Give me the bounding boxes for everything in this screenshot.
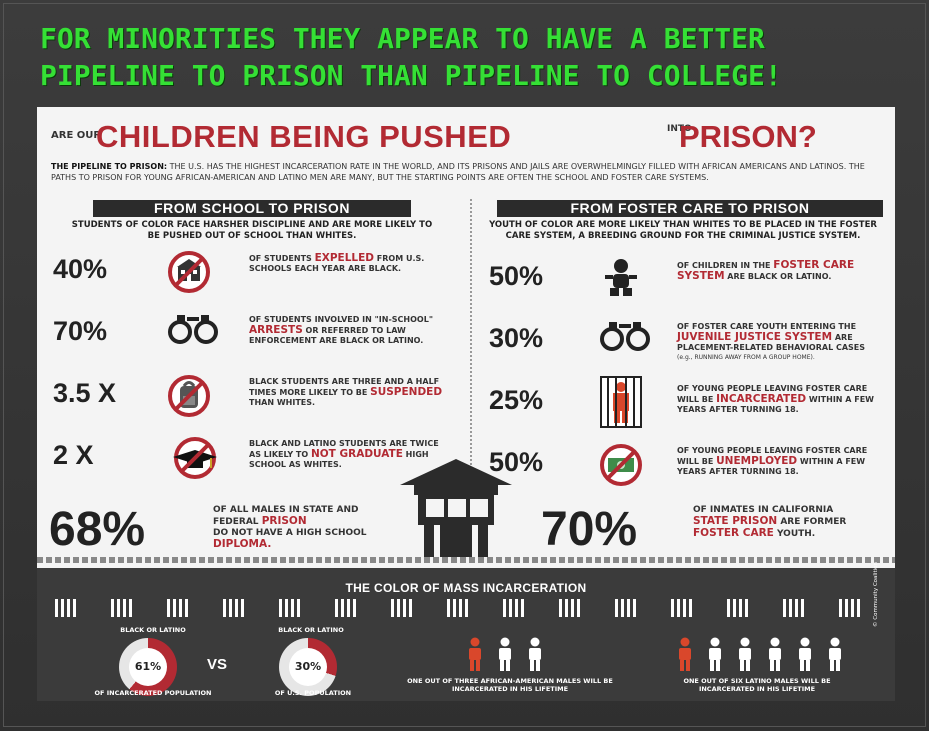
- left-heading: FROM SCHOOL TO PRISON: [93, 200, 411, 217]
- barbed-wire: [37, 557, 895, 563]
- poster-title: ARE OUR CHILDREN BEING PUSHED INTO PRISO…: [51, 119, 881, 159]
- group2-label: ONE OUT OF SIX LATINO MALES WILL BE INCA…: [683, 677, 831, 693]
- guard-tower-icon: [400, 459, 512, 559]
- donut1-value: 61%: [129, 648, 167, 686]
- right-stat-text-3: OF YOUNG PEOPLE LEAVING FOSTER CARE WILL…: [677, 384, 875, 414]
- prison-bar: [671, 599, 695, 617]
- handcuffs-icon: [599, 319, 651, 359]
- prison-bar: [55, 599, 79, 617]
- left-stat-value-1: 40%: [53, 254, 108, 284]
- donut1-bottom-label: OF INCARCERATED POPULATION: [94, 689, 212, 697]
- column-divider: [470, 199, 472, 529]
- person-icon: [467, 637, 483, 675]
- slide-headline: FOR MINORITIES THEY APPEAR TO HAVE A BET…: [40, 20, 900, 94]
- prison-bar: [279, 599, 303, 617]
- right-stat-value-1: 50%: [489, 261, 544, 291]
- right-stat-value-4: 50%: [489, 447, 544, 477]
- prison-bar: [615, 599, 639, 617]
- left-stat-text-2: OF STUDENTS INVOLVED IN "IN-SCHOOL" ARRE…: [249, 315, 433, 345]
- prison-bar: [335, 599, 359, 617]
- prison-bar: [167, 599, 191, 617]
- left-big-text: OF ALL MALES IN STATE AND FEDERAL PRISON…: [213, 505, 367, 550]
- donut2-bottom-label: OF U.S. POPULATION: [274, 689, 352, 697]
- money-icon: [599, 443, 643, 491]
- left-stat-value-4: 2 X: [53, 440, 94, 470]
- title-end: PRISON?: [679, 119, 817, 154]
- right-stat-value-3: 25%: [489, 385, 544, 415]
- title-into: INTO: [667, 124, 692, 134]
- right-big-stat: 70%: [541, 503, 638, 556]
- backpack-icon: [167, 374, 211, 422]
- person-icon: [707, 637, 723, 675]
- person-icon: [527, 637, 543, 675]
- donut-chart-population: 30%: [279, 638, 337, 696]
- band-title: THE COLOR OF MASS INCARCERATION: [345, 581, 587, 595]
- right-big-text: OF INMATES IN CALIFORNIA STATE PRISON AR…: [693, 505, 847, 539]
- left-stat-value-3: 3.5 X: [53, 378, 117, 408]
- donut2-value: 30%: [289, 648, 327, 686]
- person-icon: [677, 637, 693, 675]
- group1-label: ONE OUT OF THREE AFRICAN-AMERICAN MALES …: [407, 677, 613, 693]
- right-stat-text-1: OF CHILDREN IN THE FOSTER CARE SYSTEM AR…: [677, 259, 855, 282]
- prison-bar: [111, 599, 135, 617]
- person-icon: [767, 637, 783, 675]
- prisoner-icon: [599, 375, 643, 433]
- person-icon: [797, 637, 813, 675]
- donut2-top-label: BLACK OR LATINO: [278, 626, 344, 634]
- left-stat-value-2: 70%: [53, 316, 108, 346]
- mass-incarceration-band: [37, 568, 895, 701]
- person-icon: [497, 637, 513, 675]
- left-stat-text-3: BLACK STUDENTS ARE THREE AND A HALF TIME…: [249, 377, 443, 407]
- right-subheading: YOUTH OF COLOR ARE MORE LIKELY THAN WHIT…: [489, 220, 877, 241]
- left-stat-text-4: BLACK AND LATINO STUDENTS ARE TWICE AS L…: [249, 439, 439, 469]
- vs-label: VS: [207, 656, 228, 673]
- handcuffs-icon: [167, 312, 219, 352]
- left-stat-text-1: OF STUDENTS EXPELLED FROM U.S. SCHOOLS E…: [249, 252, 425, 273]
- intro-lead: THE PIPELINE TO PRISON:: [51, 162, 168, 171]
- right-stat-text-4: OF YOUNG PEOPLE LEAVING FOSTER CARE WILL…: [677, 446, 868, 476]
- prison-bar: [223, 599, 247, 617]
- prison-bar: [503, 599, 527, 617]
- prison-bar: [783, 599, 807, 617]
- left-big-stat: 68%: [49, 503, 146, 556]
- slide-frame: [3, 3, 926, 727]
- prison-bar: [559, 599, 583, 617]
- prison-bar: [447, 599, 471, 617]
- headline-line-2: PIPELINE TO PRISON THAN PIPELINE TO COLL…: [40, 59, 782, 92]
- prison-bar: [391, 599, 415, 617]
- person-icon: [827, 637, 843, 675]
- donut1-top-label: BLACK OR LATINO: [120, 626, 186, 634]
- prison-bar: [727, 599, 751, 617]
- baby-icon: [599, 257, 643, 305]
- prison-bar: [839, 599, 863, 617]
- right-stat-value-2: 30%: [489, 323, 544, 353]
- title-main: CHILDREN BEING PUSHED: [96, 119, 512, 154]
- school-icon: [167, 250, 211, 298]
- infographic-poster: ARE OUR CHILDREN BEING PUSHED INTO PRISO…: [37, 107, 895, 701]
- right-heading: FROM FOSTER CARE TO PRISON: [497, 200, 883, 217]
- prison-bars: [55, 599, 885, 619]
- headline-line-1: FOR MINORITIES THEY APPEAR TO HAVE A BET…: [40, 22, 765, 55]
- left-subheading: STUDENTS OF COLOR FACE HARSHER DISCIPLIN…: [71, 220, 433, 241]
- right-stat-text-2: OF FOSTER CARE YOUTH ENTERING THE JUVENI…: [677, 322, 866, 361]
- grad-cap-icon: [167, 436, 223, 484]
- intro-text: THE U.S. HAS THE HIGHEST INCARCERATION R…: [51, 162, 865, 182]
- credit-text: © Community Coalition: [873, 562, 879, 627]
- donut-chart-incarcerated: 61%: [119, 638, 177, 696]
- title-prefix: ARE OUR: [51, 130, 102, 141]
- person-icon: [737, 637, 753, 675]
- intro-paragraph: THE PIPELINE TO PRISON: THE U.S. HAS THE…: [51, 161, 881, 183]
